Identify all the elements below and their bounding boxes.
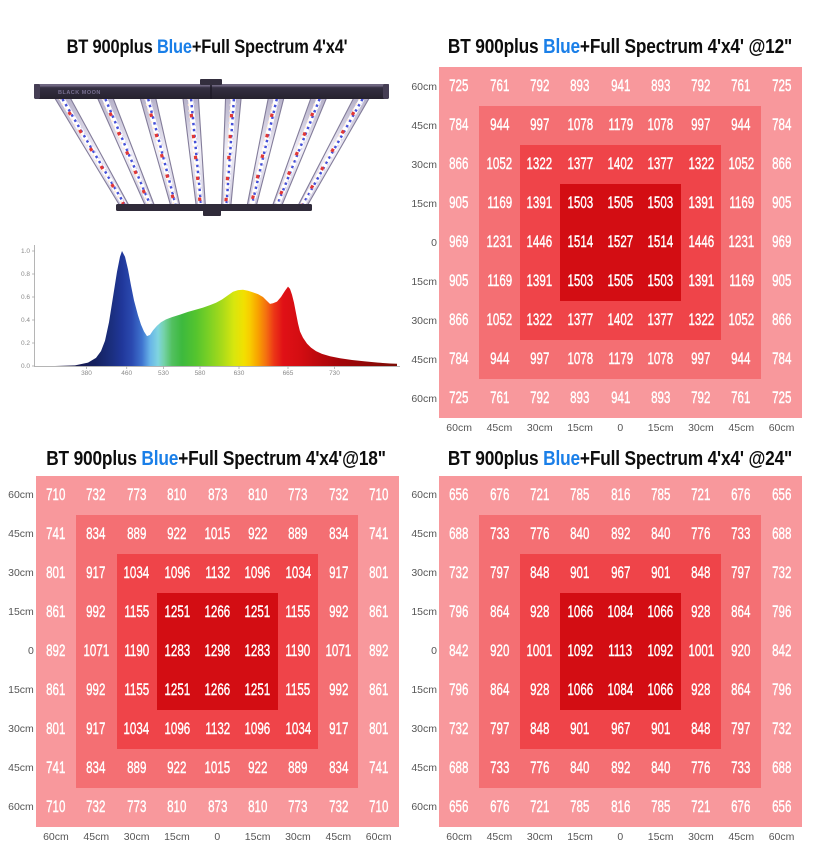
svg-text:0.2: 0.2 (21, 340, 30, 347)
svg-text:0.0: 0.0 (21, 363, 30, 370)
svg-text:530: 530 (158, 370, 169, 377)
svg-text:460: 460 (121, 370, 132, 377)
svg-text:665: 665 (283, 370, 294, 377)
svg-text:730: 730 (329, 370, 340, 377)
svg-text:630: 630 (234, 370, 245, 377)
svg-text:580: 580 (195, 370, 206, 377)
svg-text:0.8: 0.8 (21, 271, 30, 278)
svg-text:380: 380 (81, 370, 92, 377)
svg-text:0.4: 0.4 (21, 317, 30, 324)
svg-text:BLACK MOON: BLACK MOON (58, 90, 101, 96)
svg-text:0.6: 0.6 (21, 294, 30, 301)
svg-text:1.0: 1.0 (21, 248, 30, 255)
